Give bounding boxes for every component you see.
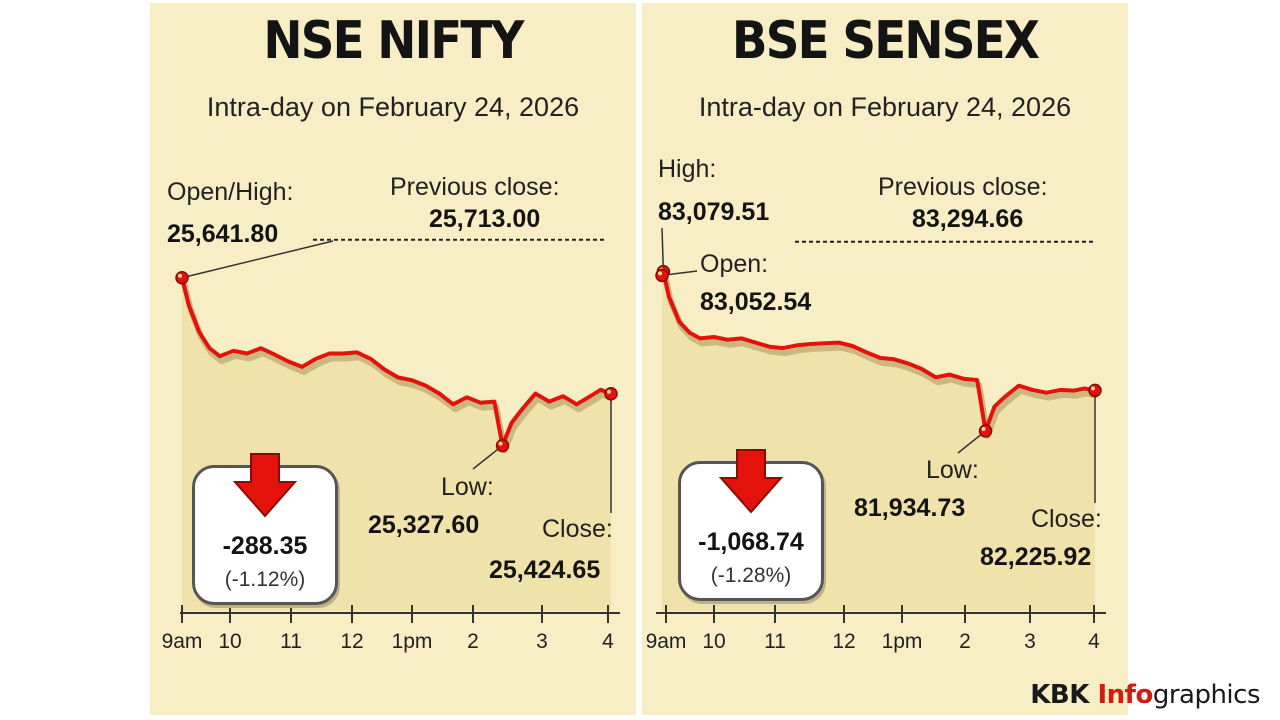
- low-label: Low:: [926, 456, 979, 484]
- marker-highlight: [607, 389, 611, 394]
- down-arrow-icon: [719, 449, 783, 514]
- x-tick-label: 9am: [161, 630, 203, 653]
- credit-logo: KBK Infographics: [1030, 680, 1260, 710]
- open-high-value: 25,641.80: [167, 220, 279, 248]
- x-tick-label: 2: [959, 630, 971, 653]
- data-point-marker: [978, 424, 993, 438]
- down-arrow-icon: [233, 453, 297, 518]
- x-tick-label: 11: [280, 630, 302, 653]
- open-label: Open:: [700, 250, 769, 278]
- low-value: 25,327.60: [368, 511, 480, 539]
- x-tick-label: 12: [832, 630, 856, 653]
- chart-subtitle: Intra-day on February 24, 2026: [206, 92, 580, 122]
- chart-title: NSE NIFTY: [263, 11, 524, 71]
- close-value: 25,424.65: [489, 556, 601, 584]
- x-tick-label: 2: [467, 630, 479, 653]
- close-value: 82,225.92: [980, 543, 1092, 571]
- x-tick-label: 3: [536, 630, 548, 653]
- marker-highlight: [981, 426, 986, 431]
- sensex-chart-panel: BSE SENSEX Intra-day on February 24, 202…: [642, 3, 1128, 715]
- high-value: 83,079.51: [658, 198, 770, 226]
- change-percent: (-1.12%): [224, 568, 306, 591]
- x-tick-label: 11: [764, 630, 786, 653]
- close-label: Close:: [1031, 505, 1102, 533]
- marker-highlight: [658, 271, 662, 276]
- x-tick-label: 10: [218, 630, 242, 653]
- change-box: -288.35 (-1.12%): [192, 453, 338, 605]
- chart-subtitle: Intra-day on February 24, 2026: [698, 92, 1072, 122]
- open-high-label: Open/High:: [167, 178, 294, 206]
- change-value: -288.35: [222, 532, 308, 560]
- credit-part3: graphics: [1152, 680, 1261, 710]
- panel-divider: [636, 3, 642, 715]
- change-box: -1,068.74 (-1.28%): [678, 449, 824, 601]
- line-shadow: [181, 282, 615, 454]
- x-tick-label: 10: [702, 630, 726, 653]
- credit-part2: Info: [1097, 680, 1153, 710]
- data-point-marker: [604, 387, 618, 401]
- previous-close-label: Previous close:: [390, 173, 560, 201]
- x-tick-label: 12: [340, 630, 364, 653]
- marker-highlight: [1091, 386, 1095, 391]
- callout-leader: [661, 227, 665, 272]
- x-tick-label: 4: [602, 630, 614, 653]
- previous-close-value: 25,713.00: [429, 205, 541, 233]
- series-line: [180, 277, 612, 448]
- data-point-marker: [495, 438, 510, 453]
- credit-part1: KBK: [1030, 680, 1098, 710]
- series-line: [660, 269, 1096, 433]
- chart-title: BSE SENSEX: [731, 11, 1040, 71]
- x-tick-label: 9am: [645, 630, 687, 653]
- data-point-marker: [175, 271, 189, 285]
- previous-close-value: 83,294.66: [912, 205, 1024, 233]
- line-shadow: [661, 273, 1098, 439]
- data-point-marker: [655, 268, 669, 283]
- change-percent: (-1.28%): [710, 564, 792, 587]
- x-tick-label: 1pm: [881, 630, 923, 653]
- nifty-chart-panel: NSE NIFTY Intra-day on February 24, 2026…: [150, 3, 636, 715]
- open-value: 83,052.54: [700, 288, 812, 316]
- callout-leader: [181, 240, 334, 279]
- close-label: Close:: [542, 515, 613, 543]
- low-value: 81,934.73: [854, 494, 966, 522]
- x-tick-label: 4: [1088, 630, 1100, 653]
- previous-close-label: Previous close:: [878, 173, 1048, 201]
- x-tick-label: 3: [1024, 630, 1036, 653]
- low-label: Low:: [441, 473, 494, 501]
- high-label: High:: [658, 155, 717, 183]
- change-value: -1,068.74: [698, 528, 804, 556]
- data-point-marker: [1088, 383, 1102, 398]
- marker-highlight: [178, 273, 182, 278]
- x-tick-label: 1pm: [391, 630, 433, 653]
- marker-highlight: [498, 441, 503, 446]
